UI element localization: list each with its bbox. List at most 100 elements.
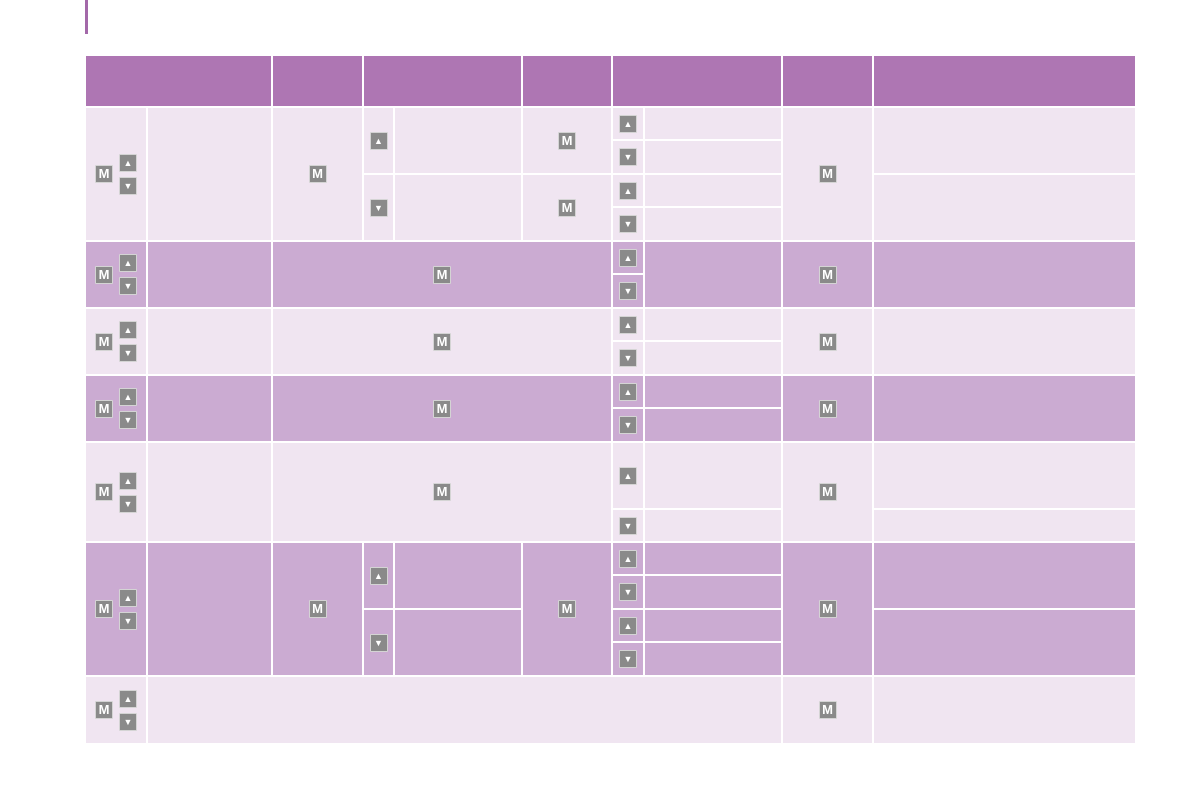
m-key-icon: M [95, 483, 113, 501]
key-cell: ▼ [611, 574, 645, 610]
table-row: M ▲ ▼ M ▲ M ▲ M [84, 106, 1137, 242]
key-cell: M [781, 441, 874, 543]
result-cell [872, 240, 1137, 309]
up-arrow-key-icon: ▲ [619, 549, 637, 568]
down-arrow-key-icon: ▼ [619, 215, 637, 233]
key-cell: M [271, 307, 613, 376]
m-key-icon: M [818, 483, 837, 501]
submenu-label-cell [393, 541, 523, 610]
down-arrow-key-icon: ▼ [119, 176, 137, 195]
down-arrow-key-icon: ▼ [119, 344, 137, 362]
up-arrow-key-icon: ▲ [619, 114, 637, 133]
key-cell: ▲ [611, 173, 645, 208]
down-arrow-key-icon: ▼ [619, 650, 637, 668]
option-label-cell [643, 541, 783, 576]
description-cell [146, 675, 783, 745]
menu-label-cell [146, 374, 273, 443]
table-row: ▼ [85, 508, 1137, 543]
up-arrow-key-icon: ▲ [619, 466, 637, 485]
key-cell: M [781, 307, 874, 376]
key-combo-cell: M ▲ ▼ [84, 307, 148, 376]
key-cell: M [521, 106, 613, 175]
down-arrow-key-icon: ▼ [619, 282, 637, 300]
m-key-icon: M [433, 483, 451, 501]
m-key-icon: M [818, 165, 837, 183]
table-row: M ▲ ▼ M ▲ M [84, 374, 1137, 443]
up-arrow-key-icon: ▲ [619, 248, 637, 267]
header-cell [271, 54, 364, 108]
down-arrow-key-icon: ▼ [119, 611, 137, 630]
key-combo-cell: M ▲ ▼ [84, 374, 148, 443]
m-key-icon: M [558, 131, 576, 150]
key-cell: ▲ [362, 106, 395, 175]
down-arrow-key-icon: ▼ [119, 494, 137, 513]
table-row: ▼ ▲ [85, 608, 1137, 677]
key-cell: ▼ [611, 407, 645, 443]
key-cell: ▼ [611, 508, 645, 543]
option-label-cell [643, 340, 783, 376]
m-key-icon: M [95, 165, 113, 183]
option-label-cell [643, 106, 783, 141]
m-key-icon: M [558, 198, 576, 217]
header-cell [521, 54, 613, 108]
menu-label-cell [146, 240, 273, 309]
up-arrow-key-icon: ▲ [119, 254, 137, 272]
down-arrow-key-icon: ▼ [369, 198, 388, 217]
option-label-cell [643, 441, 783, 510]
key-cell: M [521, 541, 613, 677]
key-cell: M [781, 240, 874, 309]
key-cell: M [781, 106, 874, 242]
result-cell [872, 508, 1137, 543]
option-label-cell [643, 173, 783, 208]
key-cell: ▲ [611, 441, 645, 510]
up-arrow-key-icon: ▲ [119, 471, 137, 490]
option-label-cell [643, 206, 783, 242]
m-key-icon: M [95, 701, 113, 719]
key-combo-cell: M ▲ ▼ [84, 106, 148, 242]
key-combo-cell: M ▲ ▼ [84, 240, 148, 309]
up-arrow-key-icon: ▲ [119, 321, 137, 339]
m-key-icon: M [433, 399, 451, 418]
result-cell [872, 441, 1137, 510]
m-key-icon: M [95, 600, 113, 618]
m-key-icon: M [433, 265, 451, 284]
up-arrow-key-icon: ▲ [619, 382, 637, 401]
key-cell: ▼ [611, 641, 645, 677]
table-row: M ▲ ▼ M ▲ M [84, 307, 1137, 376]
option-label-cell [643, 374, 783, 409]
key-cell: M [521, 173, 613, 242]
key-cell: ▲ [611, 374, 645, 409]
key-cell: M [781, 675, 874, 745]
up-arrow-key-icon: ▲ [119, 588, 137, 607]
key-cell: M [271, 541, 364, 677]
option-label-cell [643, 508, 783, 543]
table-row: M ▲ ▼ M ▲ M [84, 441, 1137, 543]
key-combo-cell: M ▲ ▼ [84, 441, 148, 543]
m-key-icon: M [818, 399, 837, 418]
option-label-cell [643, 641, 783, 677]
key-cell: ▼ [362, 608, 395, 677]
down-arrow-key-icon: ▼ [119, 712, 137, 731]
down-arrow-key-icon: ▼ [619, 516, 637, 535]
down-arrow-key-icon: ▼ [119, 277, 137, 295]
header-cell [781, 54, 874, 108]
key-cell: ▼ [611, 273, 645, 309]
m-key-icon: M [818, 332, 837, 351]
up-arrow-key-icon: ▲ [369, 131, 388, 150]
key-cell: M [781, 374, 874, 443]
up-arrow-key-icon: ▲ [119, 153, 137, 172]
key-cell: M [271, 374, 613, 443]
table-row: ▼ [85, 139, 1136, 175]
table-row: ▼ [85, 641, 1136, 677]
up-arrow-key-icon: ▲ [119, 388, 137, 406]
option-label-cell [643, 608, 783, 643]
table-row: ▼ M ▲ [85, 173, 1137, 242]
option-label-cell [643, 574, 783, 610]
key-cell: ▲ [611, 608, 645, 643]
header-cell [872, 54, 1137, 108]
m-key-icon: M [558, 600, 576, 618]
key-cell: ▼ [611, 340, 645, 376]
menu-label-cell [146, 307, 273, 376]
option-label-cell [643, 307, 783, 342]
m-key-icon: M [433, 332, 451, 351]
